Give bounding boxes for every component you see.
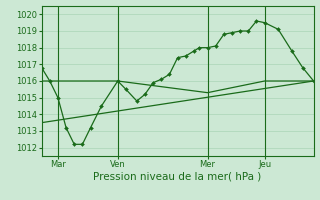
X-axis label: Pression niveau de la mer( hPa ): Pression niveau de la mer( hPa ) <box>93 172 262 182</box>
